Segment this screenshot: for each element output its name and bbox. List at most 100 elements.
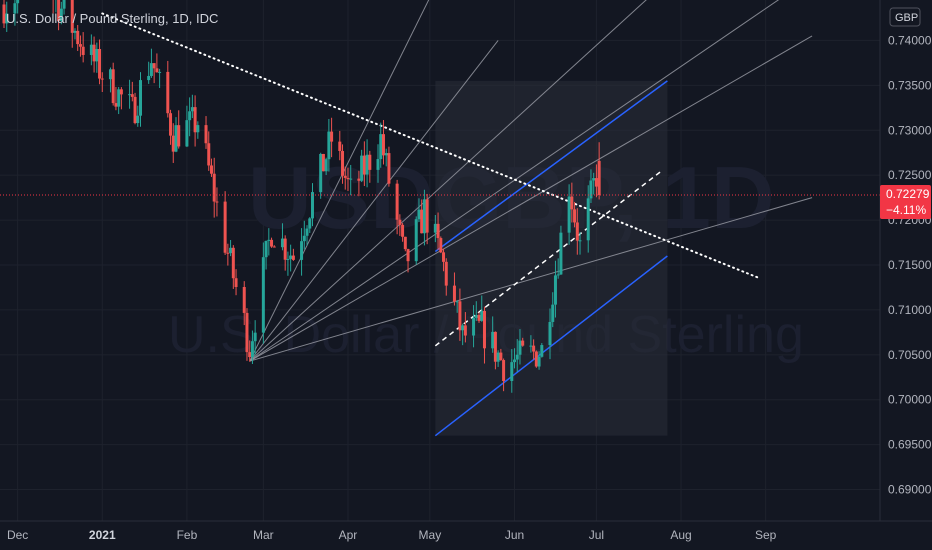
candle[interactable] [578,232,582,255]
candle[interactable] [461,323,465,346]
candle[interactable] [586,185,590,253]
candle[interactable] [305,225,309,246]
candle[interactable] [117,86,121,115]
candle[interactable] [589,169,593,204]
candle[interactable] [111,62,115,106]
candle[interactable] [100,72,104,93]
candle[interactable] [215,187,219,217]
candle[interactable] [540,343,544,358]
candle[interactable] [515,339,519,373]
candle[interactable] [302,220,306,250]
candle[interactable] [493,331,497,370]
candle[interactable] [330,117,334,158]
candle[interactable] [442,248,446,272]
currency-badge-box[interactable] [889,7,921,27]
candle[interactable] [567,184,571,245]
candle[interactable] [548,308,552,360]
candles[interactable] [2,0,601,393]
candle[interactable] [229,240,233,257]
candle[interactable] [280,223,284,251]
candle[interactable] [248,340,252,362]
candle[interactable] [458,288,462,341]
candle[interactable] [62,0,66,15]
candle[interactable] [482,306,486,364]
candle[interactable] [242,281,246,326]
candle[interactable] [414,216,418,265]
candle[interactable] [128,79,132,109]
candle[interactable] [212,157,216,218]
candle[interactable] [491,316,495,353]
candle[interactable] [76,24,80,51]
candle[interactable] [253,320,257,355]
candle[interactable] [376,144,380,183]
candle[interactable] [98,39,102,85]
candle[interactable] [166,60,170,118]
candle[interactable] [319,152,323,199]
candle[interactable] [185,105,189,148]
candle[interactable] [223,191,227,255]
candle[interactable] [149,48,153,78]
candle[interactable] [553,260,557,318]
candle[interactable] [226,243,230,266]
candle[interactable] [436,212,440,250]
candle[interactable] [95,42,99,73]
candle[interactable] [472,305,476,348]
candle[interactable] [556,258,560,279]
candle[interactable] [573,201,577,228]
candle[interactable] [444,258,448,296]
candle[interactable] [341,144,345,184]
candle[interactable] [417,198,421,223]
candle[interactable] [384,148,388,167]
candle[interactable] [343,166,347,190]
candle[interactable] [119,87,123,110]
candle[interactable] [324,157,328,176]
candle[interactable] [158,68,162,88]
candle[interactable] [130,81,134,102]
candle[interactable] [570,182,574,223]
trendline-dotted[interactable] [101,12,762,280]
fan-line[interactable] [249,40,499,362]
candle[interactable] [174,117,178,153]
candle[interactable] [171,123,175,163]
candle[interactable] [403,236,407,252]
candle[interactable] [13,0,17,26]
candle[interactable] [480,295,484,322]
candle[interactable] [108,67,112,93]
currency-badge[interactable]: GBP [889,7,921,27]
fan-line[interactable] [249,35,813,362]
candle[interactable] [245,308,249,361]
candle[interactable] [379,122,383,168]
candle[interactable] [398,214,402,236]
candle[interactable] [207,131,211,171]
candle[interactable] [57,0,61,31]
candle[interactable] [381,120,385,165]
time-axis[interactable]: Dec 2021 Feb Mar Apr May Jun Jul Aug Sep [7,528,777,542]
candle[interactable] [365,139,369,188]
candle[interactable] [81,32,85,63]
candle[interactable] [152,63,156,84]
candle[interactable] [518,329,522,365]
candle[interactable] [357,170,361,197]
candle[interactable] [300,228,304,276]
candle[interactable] [70,0,74,48]
candle[interactable] [502,358,506,392]
candle[interactable] [395,179,399,235]
candle[interactable] [250,330,254,364]
candle[interactable] [155,53,159,73]
candle[interactable] [92,36,96,73]
candle[interactable] [289,244,293,272]
candle[interactable] [147,61,151,84]
fan-line[interactable] [249,0,651,362]
candle[interactable] [321,153,325,172]
candle[interactable] [452,272,456,306]
candle[interactable] [283,235,287,271]
candle[interactable] [193,95,197,147]
candle[interactable] [234,269,238,296]
candle[interactable] [463,312,467,343]
fan-line[interactable] [249,197,813,362]
candle[interactable] [196,121,200,139]
candle[interactable] [272,245,276,248]
channel-lower-line[interactable] [434,255,668,437]
candle[interactable] [346,167,350,191]
